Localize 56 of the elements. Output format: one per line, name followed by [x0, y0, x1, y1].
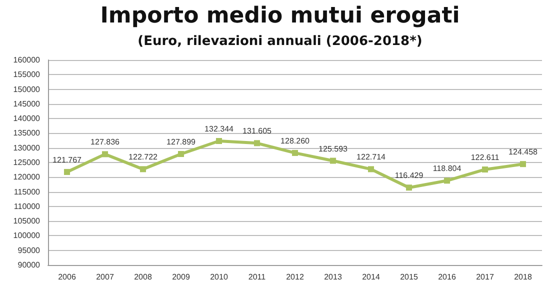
data-label: 127.899: [166, 138, 196, 147]
x-tick-label: 2017: [476, 272, 494, 282]
data-label: 127.836: [90, 138, 120, 147]
y-tick-label: 95000: [18, 246, 41, 255]
y-tick-label: 155000: [13, 70, 41, 80]
point: [368, 166, 374, 172]
y-tick-label: 110000: [14, 202, 41, 211]
data-label: 128.260: [280, 136, 310, 146]
point: [178, 151, 184, 158]
data-label: 132.344: [204, 124, 234, 134]
data-label: 116.429: [394, 171, 424, 180]
y-tick-label: 90000: [18, 260, 41, 270]
point: [292, 150, 298, 156]
point: [64, 168, 70, 175]
data-label: 131.605: [242, 126, 272, 136]
point: [406, 184, 412, 191]
x-tick-label: 2006: [58, 272, 76, 282]
chart-title: Importo medio mutui erogati: [100, 4, 460, 28]
y-tick-label: 115000: [14, 187, 41, 196]
point: [254, 140, 260, 146]
data-label: 118.804: [432, 164, 462, 174]
chart-subtitle: (Euro, rilevazioni annuali (2006-2018*): [138, 34, 422, 49]
y-tick-label: 100000: [13, 231, 41, 240]
x-tick-label: 2009: [172, 272, 190, 282]
data-label: 122.722: [128, 152, 158, 162]
x-tick-label: 2016: [438, 272, 456, 282]
data-label: 122.611: [470, 152, 500, 162]
data-label: 125.593: [318, 144, 348, 154]
x-tick-label: 2018: [514, 272, 532, 282]
y-tick-label: 140000: [13, 114, 41, 124]
x-tick-label: 2013: [324, 272, 342, 282]
data-label: 121.767: [52, 155, 82, 164]
y-tick-label: 145000: [13, 99, 41, 108]
point: [520, 161, 526, 168]
x-tick-label: 2010: [210, 272, 228, 282]
point: [140, 166, 146, 172]
y-tick-label: 130000: [13, 143, 41, 152]
y-tick-label: 150000: [13, 84, 41, 94]
point: [216, 138, 222, 144]
x-tick-label: 2011: [248, 272, 266, 282]
y-tick-label: 120000: [13, 172, 41, 182]
point: [102, 151, 108, 158]
x-tick-label: 2015: [400, 272, 418, 282]
y-tick-label: 160000: [13, 56, 41, 64]
x-tick-label: 2012: [286, 272, 304, 282]
data-label: 124.458: [508, 148, 538, 157]
point: [482, 166, 488, 172]
x-tick-label: 2014: [362, 272, 380, 282]
point: [444, 178, 450, 184]
y-tick-label: 135000: [13, 128, 41, 138]
y-tick-label: 105000: [13, 216, 41, 226]
x-tick-label: 2008: [134, 272, 152, 282]
data-label: 122.714: [356, 152, 386, 162]
point: [330, 158, 336, 164]
y-tick-label: 125000: [13, 158, 41, 167]
x-tick-label: 2007: [96, 272, 114, 282]
